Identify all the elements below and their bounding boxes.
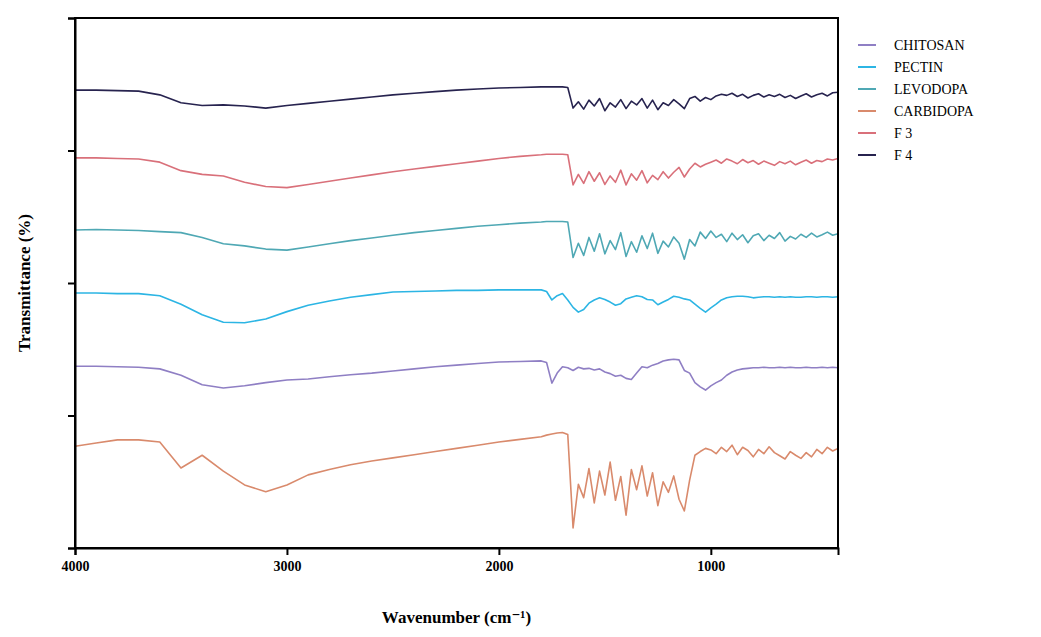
x-tick-label: 4000 xyxy=(62,559,90,574)
chart: 4000 3000 2000 1000 Wavenumber (cm⁻¹) Transmi… xyxy=(0,0,1041,637)
y-axis xyxy=(68,19,76,549)
legend-swatch xyxy=(858,110,876,112)
x-tick-label: 2000 xyxy=(485,559,513,574)
y-axis-line xyxy=(68,19,76,549)
legend-entry: CARBIDOPA xyxy=(858,104,975,119)
legend-label: CHITOSAN xyxy=(894,38,965,53)
y-axis-title: Transmittance (%) xyxy=(15,214,34,352)
legend-label: CARBIDOPA xyxy=(894,104,975,119)
legend-swatch xyxy=(858,44,876,46)
spectrum-line xyxy=(75,222,838,260)
legend-label: F 4 xyxy=(894,148,912,163)
x-tick-mark xyxy=(710,548,712,555)
spectrum-line xyxy=(75,432,838,527)
y-tick xyxy=(68,416,75,417)
spectrum-line xyxy=(75,290,838,323)
y-tick-mark xyxy=(68,548,75,550)
x-tick-mark xyxy=(286,548,288,555)
spectrum-line xyxy=(75,87,838,111)
x-axis-title: Wavenumber (cm⁻¹) xyxy=(382,608,531,627)
legend-swatch xyxy=(858,88,876,90)
y-tick xyxy=(68,548,75,549)
x-tick: 1000 xyxy=(697,548,725,574)
x-axis-line xyxy=(76,549,839,556)
y-tick xyxy=(68,151,75,152)
y-tick-mark xyxy=(68,150,75,152)
x-tick: 4000 xyxy=(62,548,90,574)
x-axis: 4000 3000 2000 1000 xyxy=(62,548,839,574)
legend-swatch xyxy=(858,154,876,156)
plot-frame xyxy=(75,18,838,548)
y-tick xyxy=(68,283,75,284)
x-tick: 3000 xyxy=(273,548,301,574)
y-tick-mark xyxy=(68,415,75,417)
y-tick-mark xyxy=(68,283,75,285)
x-tick-label: 1000 xyxy=(697,559,725,574)
legend-entry: F 3 xyxy=(858,126,912,141)
series-lines xyxy=(75,87,838,528)
x-tick: 2000 xyxy=(485,548,513,574)
legend: CHITOSAN PECTIN LEVODOPA CARBIDOPA F 3 F 4 xyxy=(858,38,975,163)
legend-label: PECTIN xyxy=(894,60,943,75)
legend-entry: CHITOSAN xyxy=(858,38,965,53)
y-tick xyxy=(68,18,75,19)
legend-entry: LEVODOPA xyxy=(858,82,969,97)
legend-label: F 3 xyxy=(894,126,912,141)
legend-entry: PECTIN xyxy=(858,60,943,75)
spectrum-line xyxy=(75,359,838,390)
y-tick-mark xyxy=(68,18,75,20)
spectrum-line xyxy=(75,154,838,187)
x-tick-label: 3000 xyxy=(273,559,301,574)
x-tick-mark xyxy=(498,548,500,555)
legend-swatch xyxy=(858,66,876,68)
legend-swatch xyxy=(858,132,876,134)
legend-entry: F 4 xyxy=(858,148,912,163)
legend-label: LEVODOPA xyxy=(894,82,969,97)
